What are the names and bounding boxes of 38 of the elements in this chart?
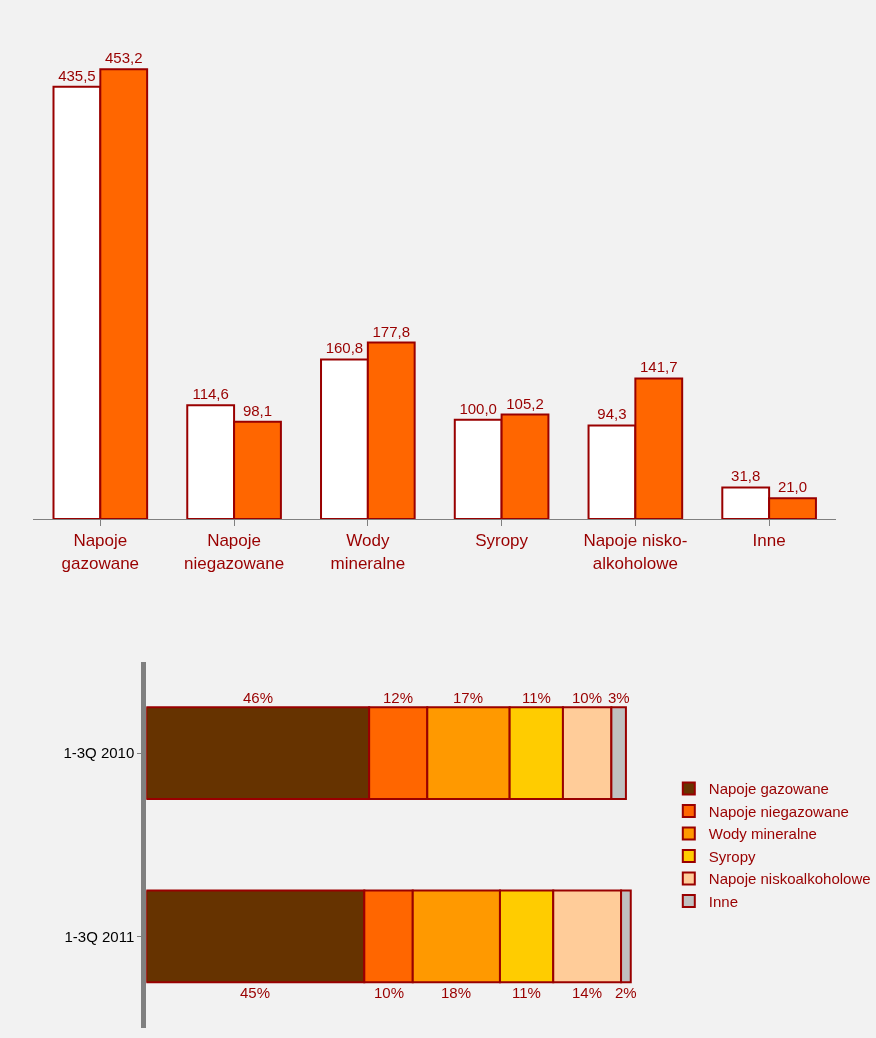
data-label: 46% xyxy=(243,689,274,706)
data-label: 45% xyxy=(240,984,271,1001)
data-label: 435,5 xyxy=(58,66,96,84)
data-label: 114,6 xyxy=(192,385,229,403)
legend-label: Wody mineralne xyxy=(708,825,817,843)
data-label: 10% xyxy=(572,689,603,706)
data-label: 17% xyxy=(453,689,484,706)
x-tick-label: Napoje gazowane xyxy=(61,531,140,573)
legend-label: Inne xyxy=(708,892,738,910)
y-tick-label: 1-3Q 2011 xyxy=(64,927,135,945)
x-tick-label: Napoje nisko- alkoholowe xyxy=(583,531,688,573)
data-label: 18% xyxy=(441,984,472,1001)
data-label: 100,0 xyxy=(459,399,497,417)
data-label: 3% xyxy=(608,689,630,706)
data-label: 2% xyxy=(615,984,637,1001)
data-label: 21,0 xyxy=(777,478,808,496)
data-label: 160,8 xyxy=(325,339,364,357)
data-label: 12% xyxy=(383,689,414,706)
x-tick-label: Inne xyxy=(752,531,786,551)
x-tick-label: Syropy xyxy=(475,531,529,551)
data-label: 14% xyxy=(572,984,603,1001)
data-label: 11% xyxy=(522,689,551,706)
legend-label: Syropy xyxy=(708,847,756,865)
data-label: 453,2 xyxy=(104,49,143,67)
data-label: 11% xyxy=(512,984,541,1001)
data-label: 141,7 xyxy=(640,358,678,376)
data-label: 177,8 xyxy=(372,322,411,340)
legend-label: Napoje niegazowane xyxy=(708,802,849,820)
data-label: 94,3 xyxy=(597,405,627,423)
data-label: 98,1 xyxy=(242,401,273,419)
legend-label: Napoje niskoalkoholowe xyxy=(708,870,871,888)
y-tick-label: 1-3Q 2010 xyxy=(63,744,135,762)
data-label: 105,2 xyxy=(506,394,544,412)
legend-label: Napoje gazowane xyxy=(708,780,829,798)
data-label: 31,8 xyxy=(731,467,761,485)
x-tick-label: Wody mineralne xyxy=(330,531,406,573)
x-tick-label: Napoje niegazowane xyxy=(183,531,285,573)
data-label: 10% xyxy=(374,984,405,1001)
